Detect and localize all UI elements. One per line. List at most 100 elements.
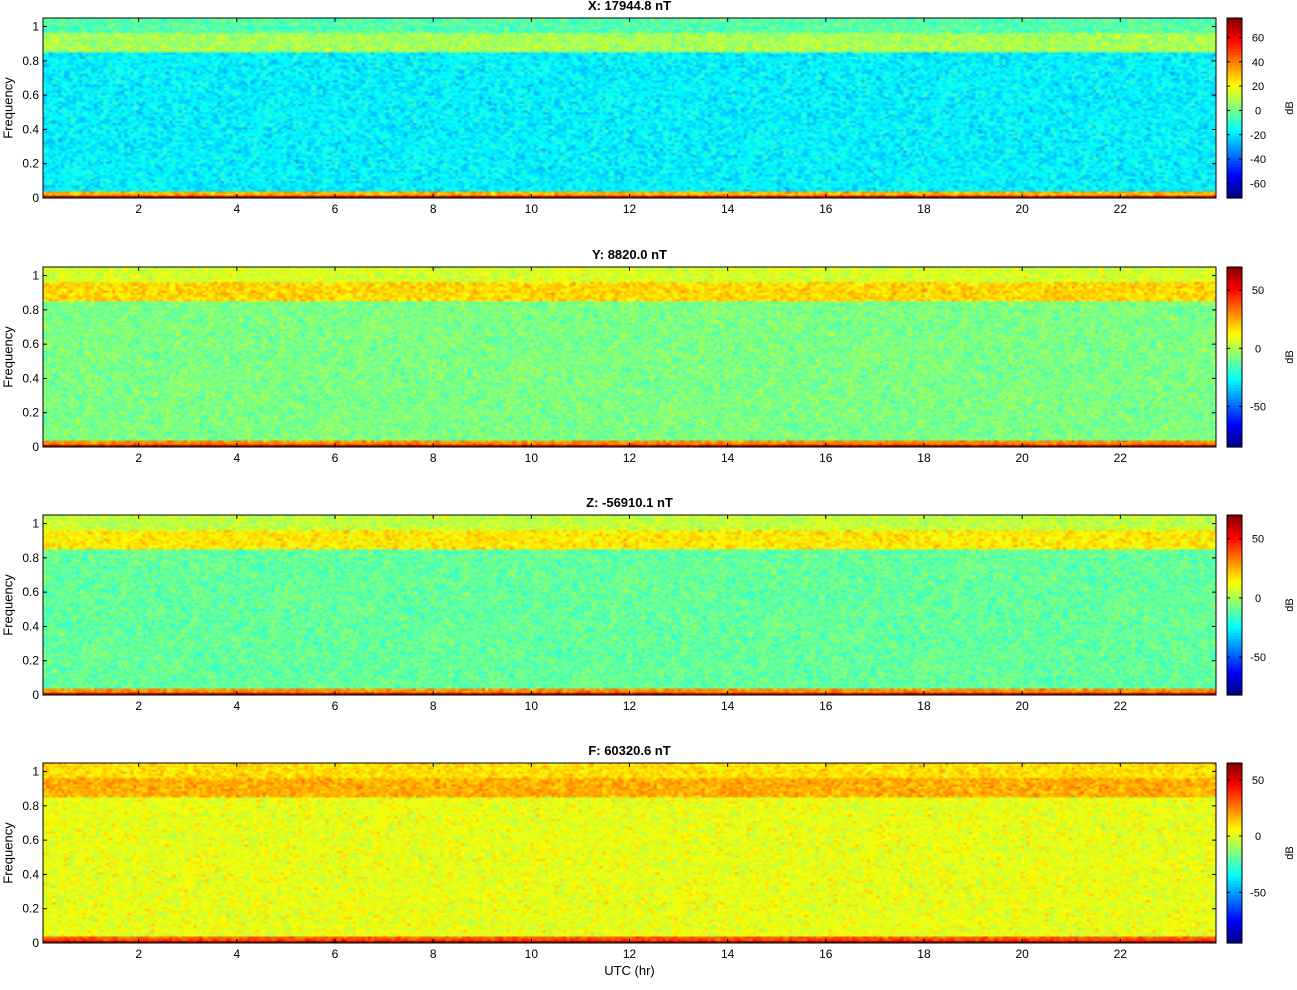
colorbar-segment <box>1227 641 1242 645</box>
x-axis-label: UTC (hr) <box>604 963 655 978</box>
colorbar-segment <box>1227 402 1242 406</box>
colorbar-segment <box>1227 633 1242 637</box>
colorbar-segment <box>1227 540 1242 544</box>
colorbar-segment <box>1227 390 1242 395</box>
colorbar-label: dB <box>1283 515 1297 695</box>
colorbar-segment <box>1227 520 1242 525</box>
colorbar-segment <box>1227 830 1242 834</box>
colorbar-segment <box>1227 531 1242 536</box>
colorbar-segment <box>1227 300 1242 305</box>
y-tick-label: 0.6 <box>22 585 39 599</box>
colorbar-segment <box>1227 88 1242 92</box>
colorbar-segment <box>1227 181 1242 185</box>
colorbar-label-text: dB <box>1284 101 1296 115</box>
y-tick-label: 0.2 <box>22 157 39 171</box>
colorbar-segment <box>1227 396 1242 400</box>
colorbar-segment <box>1227 23 1242 28</box>
x-tick-label: 4 <box>234 202 241 216</box>
x-tick-label: 10 <box>525 947 539 961</box>
colorbar-segment <box>1227 32 1242 36</box>
colorbar-segment <box>1227 359 1242 364</box>
colorbar-segment <box>1227 127 1242 132</box>
colorbar-segment <box>1227 102 1242 106</box>
x-tick-label: 16 <box>819 947 833 961</box>
x-tick-label: 12 <box>623 451 637 465</box>
colorbar-segment <box>1227 669 1242 674</box>
colorbar-segment <box>1227 331 1242 336</box>
x-tick-label: 22 <box>1114 947 1128 961</box>
colorbar-segment <box>1227 571 1242 575</box>
colorbar-segment <box>1227 928 1242 933</box>
colorbar-segment <box>1227 686 1242 690</box>
colorbar-segment <box>1227 576 1242 581</box>
y-tick-label: 0.8 <box>22 303 39 317</box>
colorbar-segment <box>1227 158 1242 163</box>
colorbar-segment <box>1227 692 1242 696</box>
colorbar-segment <box>1227 937 1242 941</box>
heatmap-image <box>43 267 1216 447</box>
colorbar-segment <box>1227 912 1242 916</box>
colorbar-label: dB <box>1283 763 1297 943</box>
colorbar-segment <box>1227 838 1242 843</box>
colorbar-segment <box>1227 441 1242 445</box>
colorbar-segment <box>1227 822 1242 826</box>
colorbar-tick-label: 50 <box>1252 534 1264 546</box>
y-tick-label: 0.2 <box>22 902 39 916</box>
plot-title: F: 60320.6 nT <box>588 743 671 758</box>
colorbar-segment <box>1227 371 1242 375</box>
x-tick-label: 8 <box>430 699 437 713</box>
y-tick-label: 0.8 <box>22 54 39 68</box>
colorbar-segment <box>1227 65 1242 70</box>
x-tick-label: 12 <box>623 202 637 216</box>
x-tick-label: 20 <box>1015 202 1029 216</box>
colorbar-tick-label: 0 <box>1255 593 1261 605</box>
colorbar-segment <box>1227 289 1242 293</box>
colorbar-tick-label: 0 <box>1255 831 1261 843</box>
colorbar-segment <box>1227 791 1242 795</box>
colorbar-segment <box>1227 777 1242 781</box>
colorbar-segment <box>1227 71 1242 75</box>
colorbar-segment <box>1227 543 1242 547</box>
colorbar-segment <box>1227 926 1242 930</box>
colorbar-segment <box>1227 342 1242 347</box>
colorbar-segment <box>1227 619 1242 623</box>
colorbar-segment <box>1227 130 1242 134</box>
plot-title: Z: -56910.1 nT <box>586 495 673 510</box>
x-tick-label: 22 <box>1114 451 1128 465</box>
colorbar-segment <box>1227 167 1242 171</box>
colorbar-segment <box>1227 51 1242 56</box>
colorbar-segment <box>1227 779 1242 784</box>
colorbar-segment <box>1227 841 1242 846</box>
colorbar-segment <box>1227 418 1242 423</box>
y-tick-label: 0 <box>32 936 39 950</box>
colorbar-segment <box>1227 345 1242 350</box>
x-tick-label: 10 <box>525 699 539 713</box>
colorbar-segment <box>1227 579 1242 584</box>
colorbar-segment <box>1227 599 1242 603</box>
colorbar-tick-label: 50 <box>1252 775 1264 787</box>
x-tick-label: 4 <box>234 699 241 713</box>
colorbar-segment <box>1227 323 1242 327</box>
colorbar-segment <box>1227 410 1242 414</box>
colorbar-segment <box>1227 169 1242 174</box>
colorbar-segment <box>1227 34 1242 39</box>
y-tick-label: 0 <box>32 688 39 702</box>
colorbar-segment <box>1227 379 1242 383</box>
colorbar-segment <box>1227 281 1242 285</box>
colorbar-segment <box>1227 900 1242 905</box>
colorbar-segment <box>1227 124 1242 129</box>
colorbar-segment <box>1227 79 1242 84</box>
colorbar-segment <box>1227 427 1242 431</box>
colorbar-segment <box>1227 808 1242 812</box>
colorbar-segment <box>1227 931 1242 936</box>
colorbar-segment <box>1227 29 1242 33</box>
colorbar-segment <box>1227 138 1242 143</box>
colorbar-segment <box>1227 771 1242 775</box>
plot-title: Y: 8820.0 nT <box>592 247 667 262</box>
colorbar-segment <box>1227 413 1242 417</box>
colorbar-segment <box>1227 872 1242 877</box>
colorbar-tick-label: -20 <box>1250 130 1266 142</box>
y-tick-label: 0.6 <box>22 88 39 102</box>
colorbar-segment <box>1227 183 1242 188</box>
colorbar-segment <box>1227 312 1242 316</box>
